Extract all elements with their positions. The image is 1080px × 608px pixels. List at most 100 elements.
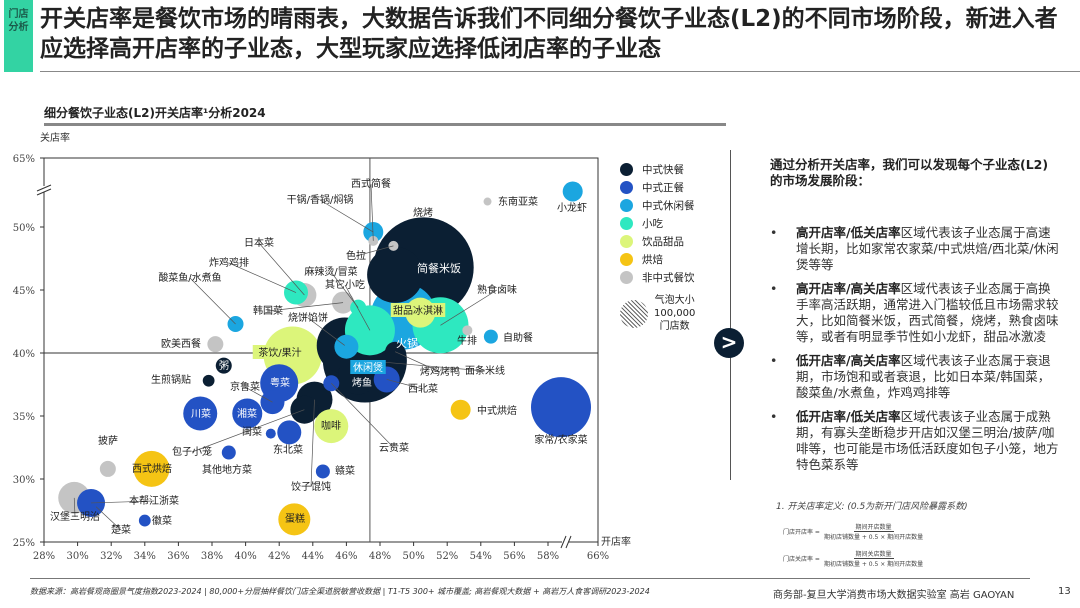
leader-line [189,277,236,325]
x-tick-label: 58% [537,551,559,562]
bubble-label: 生煎锅贴 [151,373,191,386]
insight-bullet: 高开店率/高关店率区域代表该子业态属于高换手率高活跃期，通常进入门槛较低且市场需… [770,281,1060,345]
bubble-label: 西式烘焙 [132,462,172,475]
bubble [334,334,359,359]
leader-line [95,506,122,531]
x-tick-label: 44% [302,551,324,562]
x-tick-label: 32% [100,551,122,562]
bubble-label: 蛋糕 [285,512,305,525]
bubble-label: 面条米线 [465,364,505,377]
bubble [133,450,170,487]
formula-numerator: 期间关店数量 [853,551,894,559]
y-axis-title: 关店率 [40,131,70,144]
legend-item: 中式快餐 [620,160,730,178]
bubble-label: 酸菜鱼/水煮鱼 [158,271,221,284]
bubble [202,374,215,387]
leader-line [355,245,394,257]
legend-label: 烘焙 [642,253,663,266]
x-tick-label: 56% [503,551,525,562]
bubble [265,428,276,439]
x-tick-label: 36% [167,551,189,562]
bubble-label: 楚菜 [111,523,131,536]
bubble-label: 火锅 [396,337,418,350]
x-axis-break-mark [560,535,572,549]
bubble [483,329,498,344]
bubble-label: 云贵菜 [379,441,409,454]
leader-line [191,409,305,453]
legend-swatch [620,162,633,176]
legend-label: 中式正餐 [642,181,684,194]
bubble-label: 干锅/香锅/焖锅 [287,194,354,206]
page-title: 开关店率是餐饮市场的晴雨表，大数据告诉我们不同细分餐饮子业态(L2)的不同市场阶… [40,6,1058,62]
x-tick-label: 50% [402,551,424,562]
bubble-label: 简餐米饭 [417,261,461,275]
leader-line [228,262,297,293]
leader-line [319,199,374,233]
insight-bullet: 高开店率/低关店率区域代表该子业态属于高速增长期，比如家常农家菜/中式烘焙/西北… [770,225,1060,273]
bubble [99,460,116,477]
leader-line [244,386,273,403]
leader-line [370,183,374,241]
legend-swatch [620,252,633,266]
bubble-label: 日本菜 [244,236,274,249]
bubble-label: 闽菜 [242,425,262,438]
bubble-label: 甜品冰淇淋 [393,304,443,317]
leader-line [310,399,315,488]
bubble-label: 包子小笼 [172,445,212,458]
bubble [215,357,232,374]
bubble-label: 本帮江浙菜 [129,494,179,507]
leader-line [258,242,305,296]
x-tick-label: 54% [470,551,492,562]
insight-bullet: 低开店率/高关店率区域代表该子业态属于衰退期，市场饱和或者衰退，比如日本菜/韩国… [770,353,1060,401]
x-tick-label: 52% [436,551,458,562]
bubble-label: 熟食卤味 [477,283,517,296]
legend-swatch [620,180,633,194]
leader-line [344,284,371,331]
size-unit: 门店数 [659,321,690,332]
bubble-label: 烤鱼 [352,376,372,389]
leader-line [440,289,498,326]
legend: 中式快餐 中式正餐 中式休闲餐 小吃 饮品甜品 烘焙 非中式餐饮 气泡大小 100,000 … [620,160,730,333]
bubble-label: 炸鸡鸡排 [209,256,249,269]
bubble-label: 川菜 [191,408,211,420]
bubble-label: 披萨 [98,434,118,447]
bubble-label: 欧美西餐 [161,337,201,350]
bubble-label: 京鲁菜 [230,380,260,393]
y-axis-break [36,186,52,192]
title-divider [40,71,1080,72]
bubble-label: 茶饮/果汁 [258,346,301,359]
bubble [232,398,263,429]
bubble-label: 牛排 [457,334,477,347]
label-box [390,303,446,317]
chevron-right-icon: > [714,328,744,358]
size-value: 100,000 [654,308,696,319]
x-axis-break [562,536,568,548]
section-tag: 门店分析 [4,0,33,72]
formula-denominator: 期初店铺数量 + 0.5 × 期间开店数量 [823,534,924,541]
chart-title: 细分餐饮子业态(L2)开关店率¹分析2024 [44,106,266,120]
leader-line [267,302,344,312]
bubble [462,325,473,336]
x-tick-label: 40% [234,551,256,562]
footer-divider [30,578,1030,579]
leader-line [330,271,359,308]
legend-swatch [620,270,633,284]
x-tick-label: 66% [587,551,609,562]
bubble [138,514,151,527]
y-tick-label: 50% [13,223,35,234]
data-source: 数据来源：高岩餐观商圈景气度指数2023-2024 | 80,000+分层抽样餐… [30,587,650,596]
bubble-label: 湘菜 [237,407,257,420]
y-tick-label: 45% [13,286,35,297]
x-tick-label: 46% [335,551,357,562]
legend-item: 烘焙 [620,250,730,268]
legend-label: 中式休闲餐 [642,199,695,212]
organization: 商务部-复旦大学消费市场大数据实验室 高岩 GAOYAN [773,590,1015,601]
legend-item: 中式正餐 [620,178,730,196]
bubble [562,181,583,202]
bullet-emphasis: 低开店率/高关店率 [796,353,901,368]
y-tick-label: 25% [13,538,35,549]
x-tick-label: 34% [134,551,156,562]
bullet-text: 区域代表该子业态属于高换手率高活跃期，通常进入门槛较低且市场需求较大，比如简餐米… [796,281,1059,344]
bubble-size-key: 气泡大小 100,000 门店数 [620,294,730,333]
legend-label: 小吃 [642,217,663,230]
